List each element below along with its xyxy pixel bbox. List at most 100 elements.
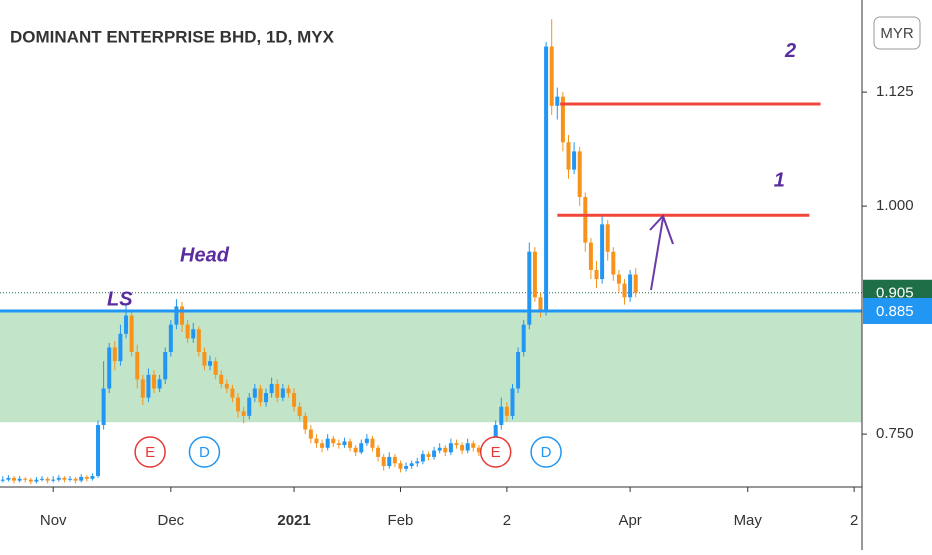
candle-body (23, 478, 28, 480)
candle-body (331, 438, 336, 444)
candle-body (168, 324, 173, 353)
candle-body (34, 479, 39, 482)
candle-body (129, 315, 134, 353)
candle-body (90, 476, 95, 479)
event-marker (530, 436, 562, 468)
candle-body (314, 438, 319, 444)
candle-body (628, 274, 633, 298)
candle-body (174, 306, 179, 325)
candle-body (6, 477, 11, 480)
candle-body (17, 478, 22, 481)
candle-body (605, 224, 610, 252)
candle-body (404, 466, 409, 469)
candle-body (180, 306, 185, 325)
candle-body (264, 393, 269, 403)
candle-body (12, 477, 17, 481)
candle-body (292, 393, 297, 407)
candle-body (96, 424, 101, 477)
candle-body (163, 352, 168, 380)
candle-body (348, 441, 353, 448)
level-label: 0.885 (876, 303, 914, 320)
candle-body (527, 251, 532, 325)
candle-body (566, 142, 571, 170)
candle-body (532, 251, 537, 298)
y-tick-label: 0.750 (876, 425, 914, 442)
candle-body (224, 383, 229, 389)
candle-body (258, 388, 263, 403)
candle-body (538, 297, 543, 311)
event-label: D (541, 444, 552, 461)
candle-body (73, 478, 78, 481)
candle-body (583, 196, 588, 243)
candle-body (40, 478, 45, 480)
candle-body (101, 388, 106, 425)
candle-body (359, 443, 364, 453)
candle-body (107, 347, 112, 389)
x-tick-label: 2021 (277, 512, 310, 529)
candle-body (185, 324, 190, 339)
x-tick-label: Apr (618, 512, 641, 529)
main-layer: 0.750 1.000 1.125 Nov Dec 2021 Feb 2 Apr May 2 2 1 E D… (0, 19, 914, 529)
candle-body (499, 406, 504, 425)
candle-body (342, 441, 347, 446)
y-tick-label: 1.000 (876, 197, 914, 214)
candle-body (560, 96, 565, 143)
candle-body (325, 438, 330, 448)
candle-body (45, 478, 50, 481)
candle-body (376, 447, 381, 457)
candle-body (398, 463, 403, 469)
candle-body (476, 447, 481, 453)
target-label: 2 (784, 40, 796, 62)
support-zone (0, 310, 862, 423)
x-tick-label: Dec (157, 512, 184, 529)
event-label: E (145, 444, 155, 461)
candle-body (241, 411, 246, 416)
candle-body (588, 242, 593, 270)
y-tick-label: 1.125 (876, 83, 914, 100)
candle-body (409, 463, 414, 467)
candle-body (135, 352, 140, 380)
candle-body (269, 383, 274, 394)
candle-body (426, 454, 431, 457)
candle-body (454, 443, 459, 446)
event-marker (188, 436, 221, 468)
candle-body (68, 478, 73, 480)
chart-title: DOMINANT ENTERPRISE BHD, 1D, MYX (10, 27, 335, 46)
candle-body (84, 476, 89, 479)
candle-body (622, 283, 627, 298)
candle-body (308, 429, 313, 439)
candle-body (504, 406, 509, 416)
candle-body (152, 374, 157, 389)
candle-body (51, 479, 56, 481)
candle-body (600, 224, 605, 280)
candle-body (633, 274, 638, 293)
annotation: LS (107, 288, 133, 310)
candle-body (392, 456, 397, 464)
candle-body (124, 315, 129, 334)
candle-body (611, 251, 616, 275)
candle-body (202, 352, 207, 366)
candle-body (594, 269, 599, 280)
candle-body (437, 447, 442, 451)
candle-body (544, 46, 549, 311)
candle-body (62, 477, 67, 480)
event-label: D (199, 444, 210, 461)
candle-body (420, 454, 425, 462)
candle-body (471, 443, 476, 448)
candle-body (516, 352, 521, 389)
candle-body (252, 388, 257, 398)
target-label: 1 (774, 170, 785, 192)
candle-body (510, 388, 515, 416)
candle-body (577, 151, 582, 197)
candle-body (280, 388, 285, 398)
candle-body (191, 329, 196, 339)
candle-body (364, 438, 369, 444)
candle-body (247, 397, 252, 416)
candle-body (549, 46, 554, 106)
candle-body (208, 361, 213, 366)
x-tick-label: May (734, 512, 763, 529)
candle-body (448, 443, 453, 453)
currency-box[interactable] (873, 16, 921, 50)
